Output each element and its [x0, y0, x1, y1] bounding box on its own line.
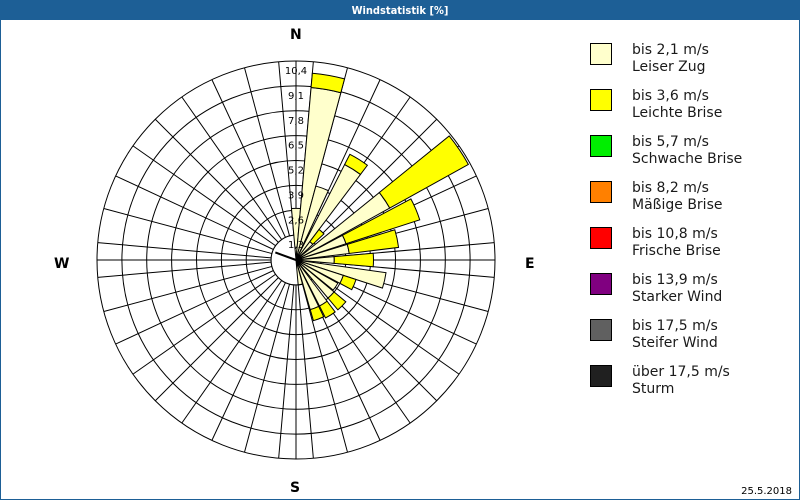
legend-label: Schwache Brise — [632, 151, 743, 167]
legend-swatch — [590, 227, 612, 249]
legend-swatch — [590, 365, 612, 387]
radial-tick-label: 6,5 — [288, 141, 304, 152]
legend-item: bis 10,8 m/s Frische Brise — [590, 226, 790, 273]
legend-speed: bis 13,9 m/s — [632, 272, 718, 288]
legend-speed: bis 17,5 m/s — [632, 318, 718, 334]
legend-swatch — [590, 135, 612, 157]
legend-speed: bis 2,1 m/s — [632, 42, 709, 58]
wind-bar-segment — [295, 259, 304, 286]
legend-label: Leichte Brise — [632, 105, 723, 121]
wind-bar-segment — [295, 259, 339, 291]
legend-swatch — [590, 43, 612, 65]
legend-item: über 17,5 m/s Sturm — [590, 364, 790, 411]
date-label: 25.5.2018 — [741, 486, 792, 497]
wind-rose-chart: 1,3 2,6 3,9 5,2 6,5 7,8 9,1 10,4 — [96, 60, 496, 460]
wind-bar-segment — [339, 274, 357, 291]
wind-bar-segment — [346, 229, 400, 255]
wind-bar-segment — [341, 198, 421, 245]
compass-north: N — [290, 27, 302, 43]
wind-bars — [274, 72, 470, 322]
window-title: Windstatistik [%] — [0, 0, 800, 20]
compass-east: E — [525, 256, 535, 272]
legend-item: bis 3,6 m/s Leichte Brise — [590, 88, 790, 135]
legend-label: Leiser Zug — [632, 59, 706, 75]
legend-swatch — [590, 273, 612, 295]
legend-item: bis 17,5 m/s Steifer Wind — [590, 318, 790, 365]
legend-label: Starker Wind — [632, 289, 723, 305]
radial-tick-label: 7,8 — [288, 116, 304, 127]
legend-speed: bis 5,7 m/s — [632, 134, 709, 150]
legend-item: bis 13,9 m/s Starker Wind — [590, 272, 790, 319]
radial-tick-labels: 1,3 2,6 3,9 5,2 6,5 7,8 9,1 10,4 — [285, 66, 307, 251]
radial-tick-label: 1,3 — [288, 240, 304, 251]
wind-bar-segment — [318, 300, 336, 319]
wind-bar-segment — [309, 228, 325, 246]
radial-tick-label: 5,2 — [288, 166, 304, 177]
legend-label: Mäßige Brise — [632, 197, 723, 213]
legend: bis 2,1 m/s Leiser Zug bis 3,6 m/s Leichte… — [590, 42, 790, 411]
radial-tick-label: 2,6 — [288, 215, 304, 226]
legend-speed: bis 3,6 m/s — [632, 88, 709, 104]
legend-speed: bis 10,8 m/s — [632, 226, 718, 242]
wind-bar-segment — [333, 252, 374, 268]
radial-tick-label: 10,4 — [285, 66, 307, 77]
wind-bar-segment — [327, 291, 347, 311]
radial-tick-label: 9,1 — [288, 91, 304, 102]
wind-bar-segment — [378, 135, 470, 209]
legend-speed: über 17,5 m/s — [632, 364, 730, 380]
legend-item: bis 8,2 m/s Mäßige Brise — [590, 180, 790, 227]
legend-swatch — [590, 319, 612, 341]
legend-item: bis 2,1 m/s Leiser Zug — [590, 42, 790, 89]
wind-bar-segment — [309, 305, 325, 322]
legend-speed: bis 8,2 m/s — [632, 180, 709, 196]
legend-label: Steifer Wind — [632, 335, 718, 351]
legend-label: Sturm — [632, 381, 675, 397]
compass-south: S — [290, 480, 301, 496]
legend-swatch — [590, 181, 612, 203]
radial-tick-label: 3,9 — [288, 190, 304, 201]
legend-swatch — [590, 89, 612, 111]
legend-item: bis 5,7 m/s Schwache Brise — [590, 134, 790, 181]
wind-bar-segment — [343, 153, 369, 176]
compass-west: W — [54, 256, 70, 272]
wind-bar-segment — [295, 185, 330, 261]
legend-label: Frische Brise — [632, 243, 721, 259]
wind-bar-segment — [310, 72, 346, 94]
